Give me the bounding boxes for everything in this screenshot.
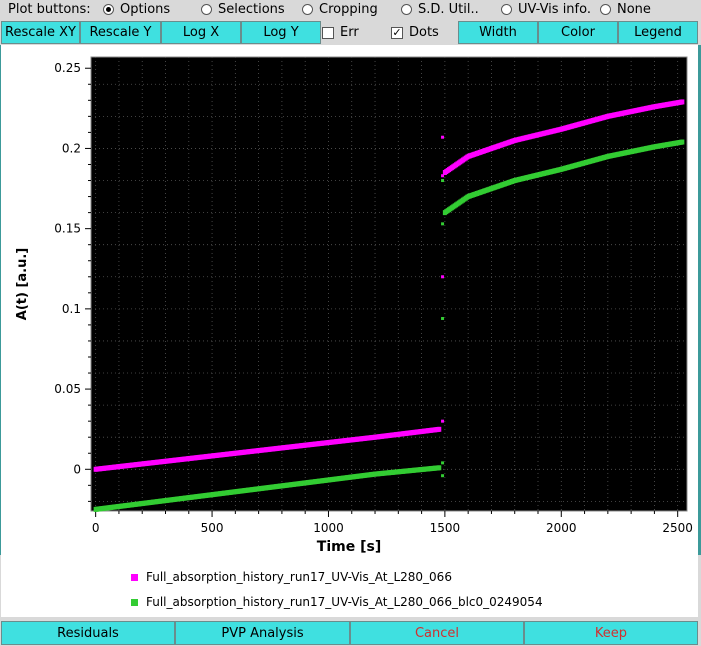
plot-area[interactable] [90, 56, 688, 512]
series-group [93, 99, 685, 512]
radio-selections-label: Selections [218, 2, 285, 17]
checkmark-icon: ✓ [391, 25, 403, 39]
data-point [441, 179, 445, 183]
data-point [437, 426, 442, 432]
legend-entry-1: Full_absorption_history_run17_UV-Vis_At_… [131, 570, 452, 584]
rescale-xy-button[interactable]: Rescale XY [1, 21, 80, 44]
radio-dot-icon [302, 4, 313, 15]
log-y-button[interactable]: Log Y [241, 21, 321, 44]
cancel-button[interactable]: Cancel [350, 621, 524, 645]
y-tick-label: 0.2 [62, 141, 81, 155]
radio-dot-icon [401, 4, 412, 15]
residuals-button[interactable]: Residuals [1, 621, 175, 645]
legend-swatch-green [131, 598, 138, 606]
data-point [441, 419, 445, 423]
radio-dot-icon [103, 4, 114, 15]
data-point [437, 465, 442, 471]
radio-uvvis-info-label: UV-Vis info. [518, 2, 591, 17]
data-point [441, 474, 445, 478]
x-tick-label: 500 [201, 521, 224, 535]
radio-none[interactable]: None [600, 2, 651, 17]
series-1 [93, 99, 685, 472]
y-tick-label: 0.25 [54, 61, 81, 75]
y-tick-label: 0.15 [54, 222, 81, 236]
dots-label: Dots [409, 25, 439, 40]
radio-cropping[interactable]: Cropping [302, 2, 378, 17]
width-button[interactable]: Width [458, 21, 538, 44]
dots-checkbox[interactable]: ✓ Dots [391, 25, 439, 40]
grid-lines [91, 57, 687, 511]
radio-none-label: None [617, 2, 651, 17]
data-point [441, 316, 445, 320]
y-tick-label: 0.1 [62, 302, 81, 316]
y-tick-label: 0 [73, 462, 81, 476]
radio-cropping-label: Cropping [319, 2, 378, 17]
err-checkbox[interactable]: Err [322, 25, 359, 40]
data-point [441, 461, 445, 465]
x-tick-label: 2500 [662, 521, 693, 535]
checkbox-icon [322, 26, 334, 39]
radio-dot-icon [501, 4, 512, 15]
legend-swatch-magenta [131, 573, 138, 581]
y-axis-label: A(t) [a.u.] [15, 248, 30, 320]
chart-svg[interactable]: 0 500 1000 1500 2000 250000.050.10.150.20.25 … [1, 45, 698, 617]
radio-selections[interactable]: Selections [201, 2, 285, 17]
legend-entry-2: Full_absorption_history_run17_UV-Vis_At_… [131, 595, 543, 609]
x-tick-label: 0 [92, 521, 100, 535]
plot-buttons-row: Plot buttons: Options Selections Croppin… [0, 0, 701, 20]
data-point [680, 139, 685, 145]
y-tick-label: 0.05 [54, 382, 81, 396]
data-point [441, 174, 445, 178]
plot-buttons-label: Plot buttons: [8, 2, 91, 17]
right-edge-strip [698, 45, 701, 555]
color-button[interactable]: Color [538, 21, 618, 44]
radio-dot-icon [600, 4, 611, 15]
data-point [441, 275, 445, 279]
plot-panel: 0 500 1000 1500 2000 2500 0 0.05 0.1 0.15 0.2 0.25 … [1, 45, 698, 617]
radio-sd-util-label: S.D. Util.. [418, 2, 479, 17]
radio-options[interactable]: Options [103, 2, 170, 17]
data-point [441, 222, 445, 226]
data-point [441, 135, 445, 139]
legend-label-2: Full_absorption_history_run17_UV-Vis_At_… [146, 595, 543, 609]
x-axis-label: Time [s] [317, 539, 381, 555]
axis-ticks: 0 500 1000 1500 2000 2500 0 0.05 0.1 0.15 0.2 0.25 [54, 61, 693, 535]
legend-label-1: Full_absorption_history_run17_UV-Vis_At_… [146, 570, 452, 584]
x-tick-label: 1500 [430, 521, 461, 535]
legend-button[interactable]: Legend [618, 21, 698, 44]
x-tick-label: 1000 [313, 521, 344, 535]
data-point [680, 99, 685, 105]
radio-sd-util[interactable]: S.D. Util.. [401, 2, 479, 17]
radio-dot-icon [201, 4, 212, 15]
log-x-button[interactable]: Log X [161, 21, 241, 44]
radio-uvvis-info[interactable]: UV-Vis info. [501, 2, 591, 17]
keep-button[interactable]: Keep [524, 621, 698, 645]
series-2 [93, 139, 685, 512]
err-label: Err [340, 25, 359, 40]
x-tick-label: 2000 [546, 521, 577, 535]
radio-options-label: Options [120, 2, 171, 17]
rescale-y-button[interactable]: Rescale Y [80, 21, 161, 44]
pvp-analysis-button[interactable]: PVP Analysis [175, 621, 350, 645]
